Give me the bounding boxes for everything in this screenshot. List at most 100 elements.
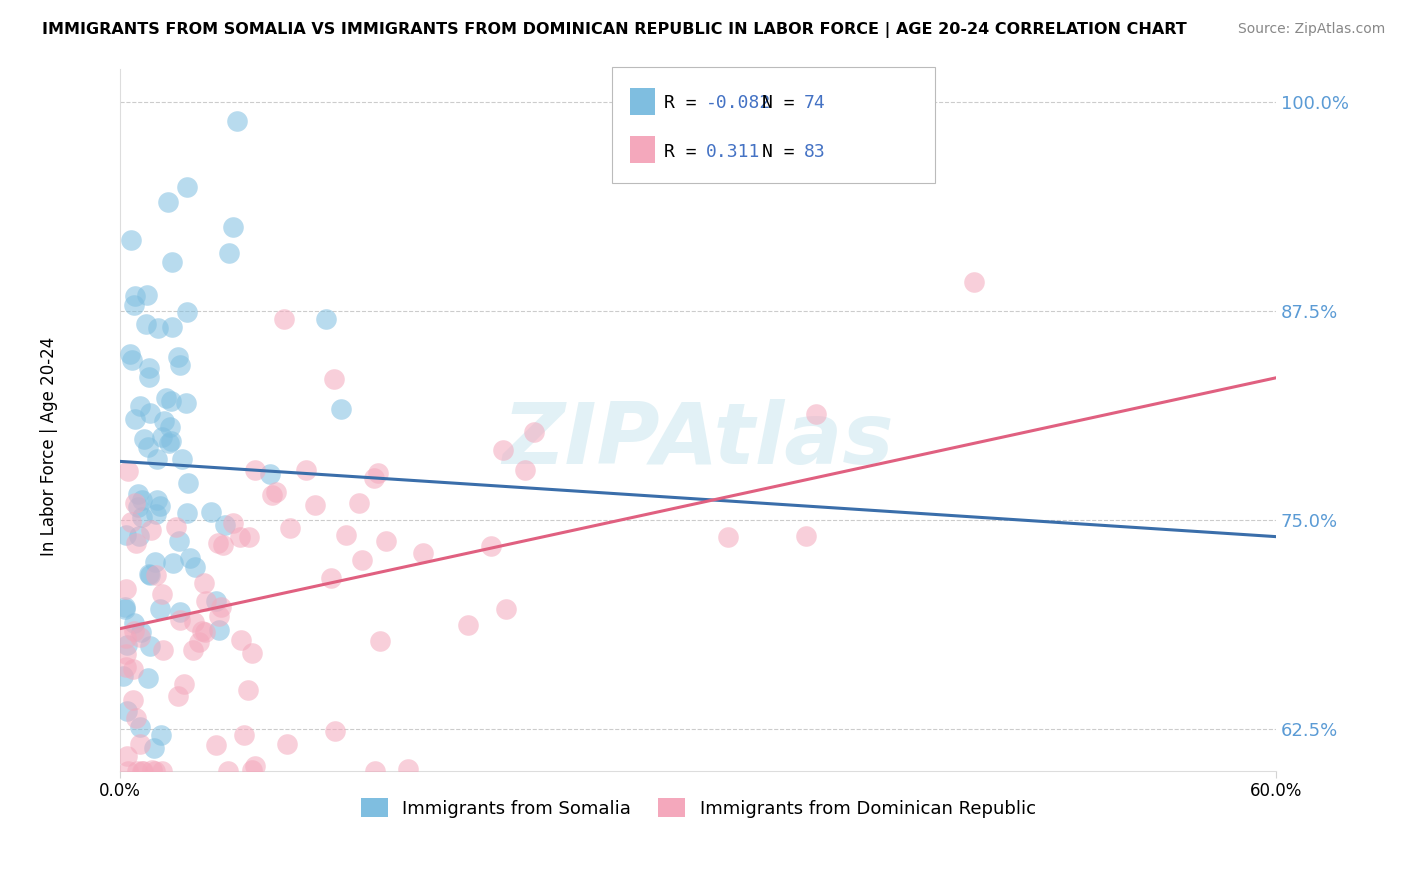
Text: R =: R =	[664, 143, 707, 161]
Point	[176, 396, 198, 410]
Point	[207, 535, 229, 549]
Point	[193, 575, 215, 590]
Point	[218, 246, 240, 260]
Text: ZIPAtlas: ZIPAtlas	[502, 400, 894, 483]
Point	[495, 602, 517, 616]
Point	[153, 414, 176, 428]
Point	[135, 317, 157, 331]
Point	[169, 605, 191, 619]
Point	[112, 669, 135, 683]
Point	[150, 728, 173, 742]
Point	[129, 737, 152, 751]
Point	[117, 465, 139, 479]
Point	[205, 738, 228, 752]
Point	[125, 711, 148, 725]
Point	[276, 737, 298, 751]
Point	[229, 633, 252, 648]
Point	[159, 420, 181, 434]
Point	[122, 615, 145, 630]
Point	[222, 220, 245, 235]
Point	[229, 530, 252, 544]
Point	[273, 312, 295, 326]
Point	[131, 764, 153, 778]
Point	[179, 551, 201, 566]
Point	[240, 647, 263, 661]
Point	[124, 412, 146, 426]
Point	[127, 500, 149, 515]
Point	[141, 763, 163, 777]
Point	[304, 499, 326, 513]
Point	[132, 432, 155, 446]
Point	[149, 602, 172, 616]
Point	[294, 463, 316, 477]
Point	[243, 463, 266, 477]
Point	[412, 546, 434, 560]
Point	[225, 114, 247, 128]
Text: 83: 83	[804, 143, 825, 161]
Point	[114, 528, 136, 542]
Point	[165, 520, 187, 534]
Point	[191, 624, 214, 638]
Text: 0.311: 0.311	[706, 143, 761, 161]
Point	[115, 582, 138, 596]
Point	[157, 195, 180, 210]
Point	[138, 370, 160, 384]
Point	[122, 624, 145, 638]
Point	[162, 556, 184, 570]
Point	[127, 486, 149, 500]
Text: R =: R =	[664, 95, 707, 112]
Point	[121, 353, 143, 368]
Text: In Labor Force | Age 20-24: In Labor Force | Age 20-24	[41, 336, 58, 556]
Point	[457, 618, 479, 632]
Point	[319, 570, 342, 584]
Point	[194, 625, 217, 640]
Point	[315, 312, 337, 326]
Point	[120, 515, 142, 529]
Point	[176, 305, 198, 319]
Point	[243, 759, 266, 773]
Point	[129, 631, 152, 645]
Point	[145, 452, 167, 467]
Point	[138, 567, 160, 582]
Point	[122, 298, 145, 312]
Point	[115, 648, 138, 662]
Point	[155, 391, 177, 405]
Point	[131, 492, 153, 507]
Point	[208, 623, 231, 637]
Point	[363, 470, 385, 484]
Text: 74: 74	[804, 95, 825, 112]
Point	[194, 594, 217, 608]
Point	[264, 484, 287, 499]
Point	[260, 488, 283, 502]
Point	[122, 692, 145, 706]
Point	[232, 728, 254, 742]
Point	[160, 394, 183, 409]
Point	[323, 372, 346, 386]
Point	[129, 399, 152, 413]
Point	[125, 764, 148, 778]
Point	[132, 764, 155, 778]
Point	[149, 499, 172, 513]
Point	[143, 555, 166, 569]
Point	[169, 358, 191, 372]
Point	[200, 505, 222, 519]
Point	[804, 407, 827, 421]
Point	[963, 275, 986, 289]
Point	[259, 467, 281, 482]
Point	[117, 764, 139, 778]
Point	[138, 440, 160, 454]
Point	[150, 587, 173, 601]
Point	[349, 496, 371, 510]
Point	[367, 466, 389, 480]
Point	[124, 289, 146, 303]
Point	[335, 528, 357, 542]
Point	[240, 764, 263, 778]
Point	[352, 552, 374, 566]
Point	[125, 536, 148, 550]
Point	[717, 530, 740, 544]
Point	[157, 435, 180, 450]
Point	[205, 594, 228, 608]
Point	[176, 506, 198, 520]
Point	[329, 401, 352, 416]
Point	[146, 492, 169, 507]
